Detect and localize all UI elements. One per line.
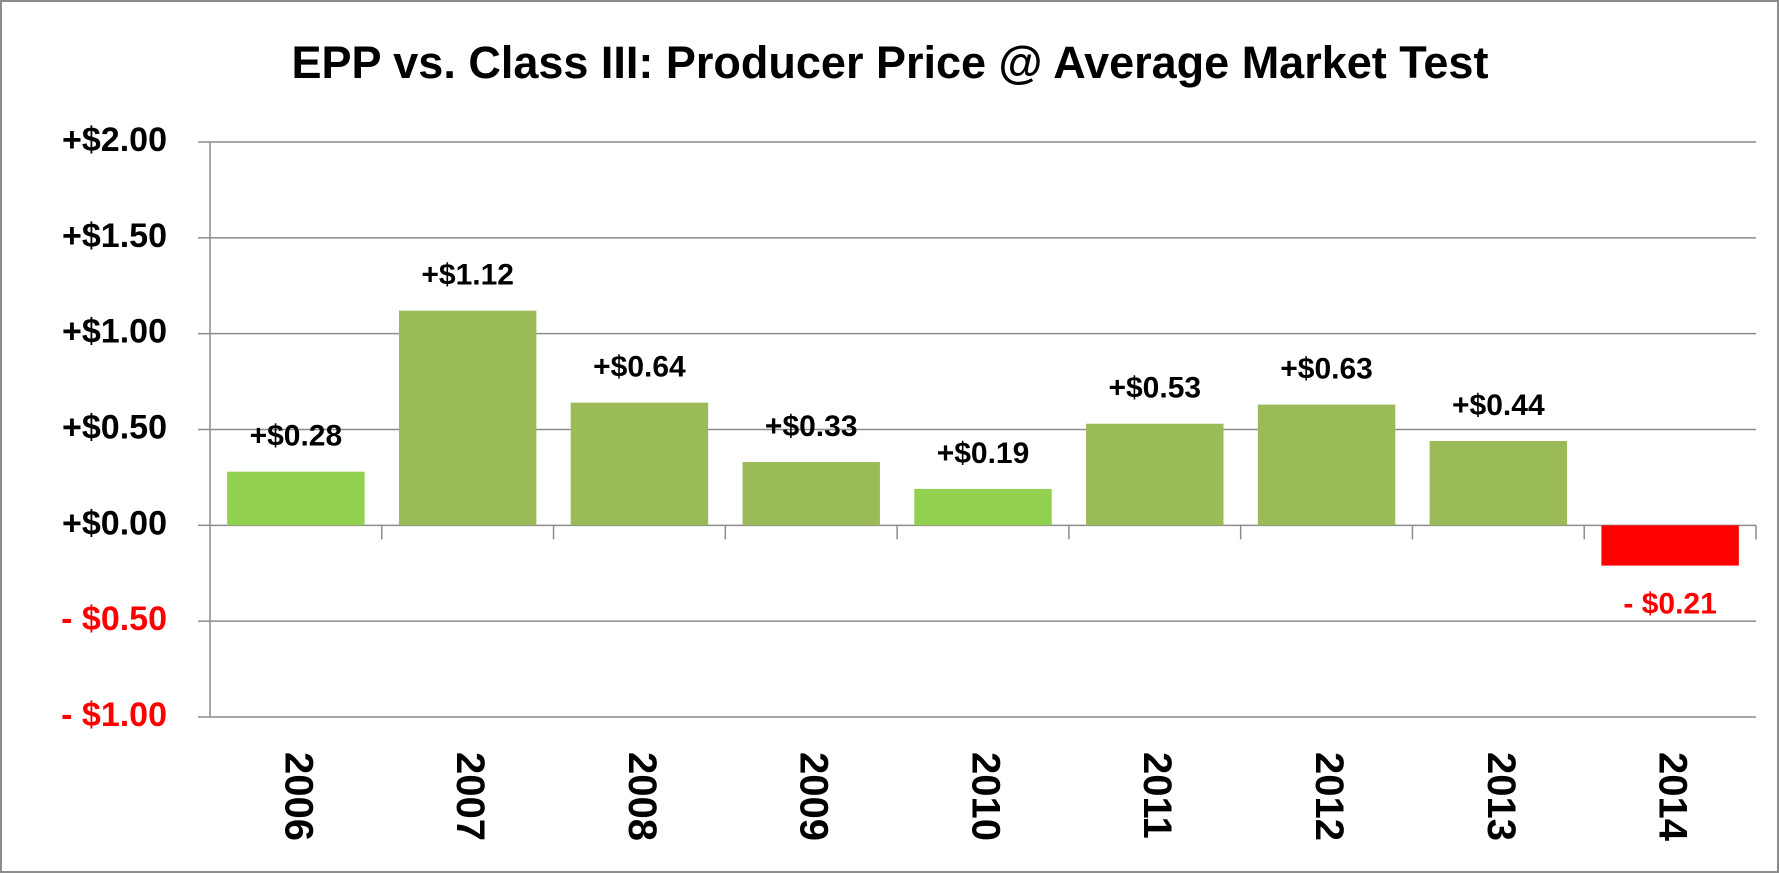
x-tick-label: 2006 <box>276 752 320 841</box>
bar <box>1257 404 1396 526</box>
y-tick-label: +$1.50 <box>62 217 167 255</box>
bar <box>1429 441 1568 526</box>
x-tick-label: 2014 <box>1651 752 1695 842</box>
bar <box>742 462 880 526</box>
data-label: +$1.12 <box>421 259 514 292</box>
x-tick-label: 2013 <box>1479 752 1523 841</box>
data-label: +$0.44 <box>1452 389 1545 422</box>
bar <box>570 402 709 526</box>
y-tick-label: +$0.00 <box>62 504 167 542</box>
bar <box>1086 423 1224 526</box>
bar <box>914 488 1052 526</box>
data-label: +$0.64 <box>593 351 686 384</box>
y-tick-label: - $0.50 <box>61 600 167 638</box>
x-tick-label: 2009 <box>792 752 836 841</box>
x-tick-label: 2011 <box>1135 752 1179 839</box>
y-tick-label: +$1.00 <box>62 313 167 351</box>
bar <box>1601 525 1739 566</box>
x-tick-label: 2012 <box>1307 752 1351 841</box>
data-label: +$0.19 <box>937 437 1030 470</box>
data-label: +$0.63 <box>1280 353 1373 386</box>
x-tick-label: 2008 <box>620 752 664 841</box>
y-tick-label: - $1.00 <box>61 696 167 734</box>
data-label: +$0.28 <box>250 420 343 453</box>
data-label: - $0.21 <box>1623 588 1716 621</box>
data-label: +$0.53 <box>1108 372 1201 405</box>
data-label: +$0.33 <box>765 410 858 443</box>
bar <box>227 471 365 526</box>
y-tick-label: +$0.50 <box>62 408 167 446</box>
bar <box>398 310 537 526</box>
chart-title: EPP vs. Class III: Producer Price @ Aver… <box>292 37 1489 88</box>
x-tick-label: 2010 <box>963 752 1007 841</box>
y-tick-label: +$2.00 <box>62 121 167 159</box>
x-tick-label: 2007 <box>448 752 492 841</box>
